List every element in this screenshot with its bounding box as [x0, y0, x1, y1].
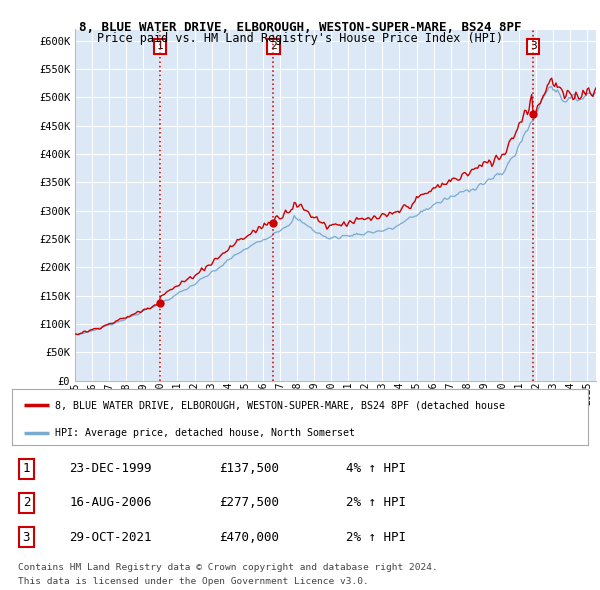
Text: 1: 1 — [23, 463, 30, 476]
Text: 23-DEC-1999: 23-DEC-1999 — [70, 463, 152, 476]
Text: 2% ↑ HPI: 2% ↑ HPI — [346, 530, 406, 543]
Text: £277,500: £277,500 — [220, 496, 280, 510]
Text: 2% ↑ HPI: 2% ↑ HPI — [346, 496, 406, 510]
Text: 16-AUG-2006: 16-AUG-2006 — [70, 496, 152, 510]
Text: Price paid vs. HM Land Registry's House Price Index (HPI): Price paid vs. HM Land Registry's House … — [97, 32, 503, 45]
Text: 3: 3 — [530, 41, 536, 51]
Text: 29-OCT-2021: 29-OCT-2021 — [70, 530, 152, 543]
Text: 2: 2 — [23, 496, 30, 510]
Text: £470,000: £470,000 — [220, 530, 280, 543]
Text: This data is licensed under the Open Government Licence v3.0.: This data is licensed under the Open Gov… — [18, 577, 369, 586]
Text: 4% ↑ HPI: 4% ↑ HPI — [346, 463, 406, 476]
Text: Contains HM Land Registry data © Crown copyright and database right 2024.: Contains HM Land Registry data © Crown c… — [18, 563, 438, 572]
Text: 1: 1 — [157, 41, 163, 51]
Text: 2: 2 — [270, 41, 277, 51]
Text: HPI: Average price, detached house, North Somerset: HPI: Average price, detached house, Nort… — [55, 428, 355, 438]
Text: 8, BLUE WATER DRIVE, ELBOROUGH, WESTON-SUPER-MARE, BS24 8PF (detached house: 8, BLUE WATER DRIVE, ELBOROUGH, WESTON-S… — [55, 400, 505, 410]
Text: 3: 3 — [23, 530, 30, 543]
Text: £137,500: £137,500 — [220, 463, 280, 476]
Text: 8, BLUE WATER DRIVE, ELBOROUGH, WESTON-SUPER-MARE, BS24 8PF: 8, BLUE WATER DRIVE, ELBOROUGH, WESTON-S… — [79, 21, 521, 34]
